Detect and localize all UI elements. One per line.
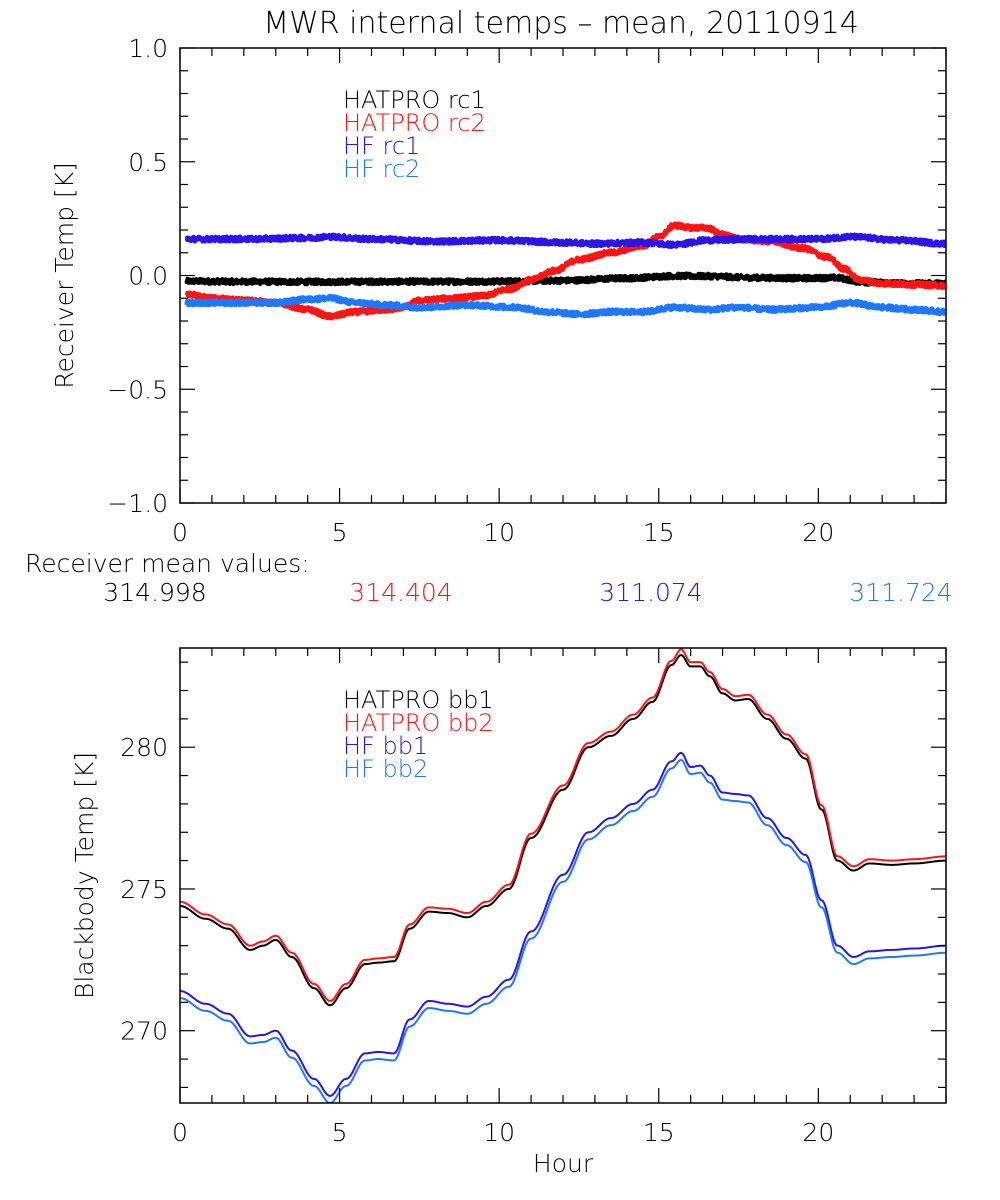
series-line-hf-bb1 [180,751,946,1097]
series-line-hf-bb2 [180,758,946,1103]
x-tick-label: 0 [172,518,188,547]
legend-entry: HATPRO rc1 [343,86,486,114]
receiver-mean-hf-rc1: 311.074 [599,578,702,607]
y-axis-label: Receiver Temp [K] [50,162,79,389]
series-line-hatpro-bb2 [180,648,946,1002]
x-tick-label: 0 [172,1118,188,1147]
receiver-mean-label: Receiver mean values: [25,549,310,578]
x-tick-label: 15 [643,518,675,547]
receiver-mean-hatpro-rc2: 314.404 [349,578,452,607]
x-tick-label: 20 [802,1118,834,1147]
x-tick-label: 10 [483,518,515,547]
x-tick-label: 20 [802,518,834,547]
series-group [180,648,946,1103]
x-tick-label: 15 [643,1118,675,1147]
receiver-temp-plot: 0 5 10 15 20 −1.0 −0.5 0.0 0.5 1.0 Receiver Temp [… [50,34,947,547]
x-tick-label: 10 [483,1118,515,1147]
y-tick-label: 1.0 [128,34,168,63]
y-tick-label: −1.0 [107,489,168,518]
y-tick-label: −0.5 [107,375,168,404]
legend-entry: HATPRO bb1 [343,686,494,714]
legend-entry: HF rc1 [343,132,420,160]
y-tick-label: 280 [120,733,168,762]
legend-entry: HATPRO rc2 [343,109,486,137]
series-line-hatpro-rc2 [184,221,946,321]
series-line-hatpro-bb1 [180,654,946,1007]
x-axis-label: Hour [533,1149,594,1178]
y-tick-label: 0.0 [128,262,168,291]
legend-entry: HF rc2 [343,155,420,183]
series-line-hf-rc1 [184,232,946,250]
legend-entry: HF bb1 [343,732,428,760]
y-tick-label: 275 [120,875,168,904]
x-tick-label: 5 [332,518,348,547]
series-group [184,221,946,321]
receiver-mean-hatpro-rc1: 314.998 [103,578,206,607]
blackbody-temp-plot: 0 5 10 15 20 270 275 280 Blackbody Temp [K] Hour H… [70,647,947,1178]
y-axis-label: Blackbody Temp [K] [70,752,99,999]
x-tick-label: 5 [332,1118,348,1147]
y-tick-label: 0.5 [128,148,168,177]
series-line-hf-rc2 [184,293,946,319]
receiver-mean-hf-rc2: 311.724 [849,578,952,607]
series-line-hatpro-rc1 [184,271,946,288]
legend-entry: HF bb2 [343,755,428,783]
chart-title: MWR internal temps – mean, 20110914 [263,6,859,41]
legend-entry: HATPRO bb2 [343,709,494,737]
y-tick-label: 270 [120,1017,168,1046]
